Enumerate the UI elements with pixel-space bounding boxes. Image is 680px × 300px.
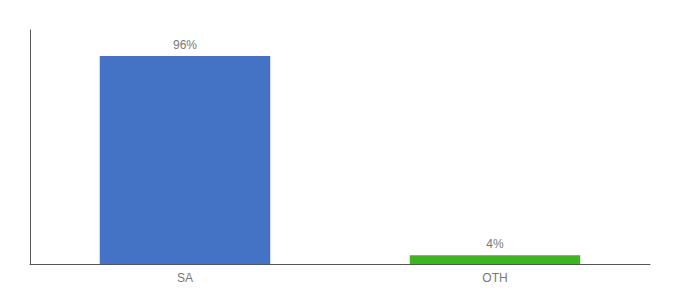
svg-text:SA: SA — [177, 271, 193, 285]
svg-text:96%: 96% — [173, 38, 197, 52]
svg-text:OTH: OTH — [482, 271, 507, 285]
svg-text:4%: 4% — [486, 237, 504, 251]
